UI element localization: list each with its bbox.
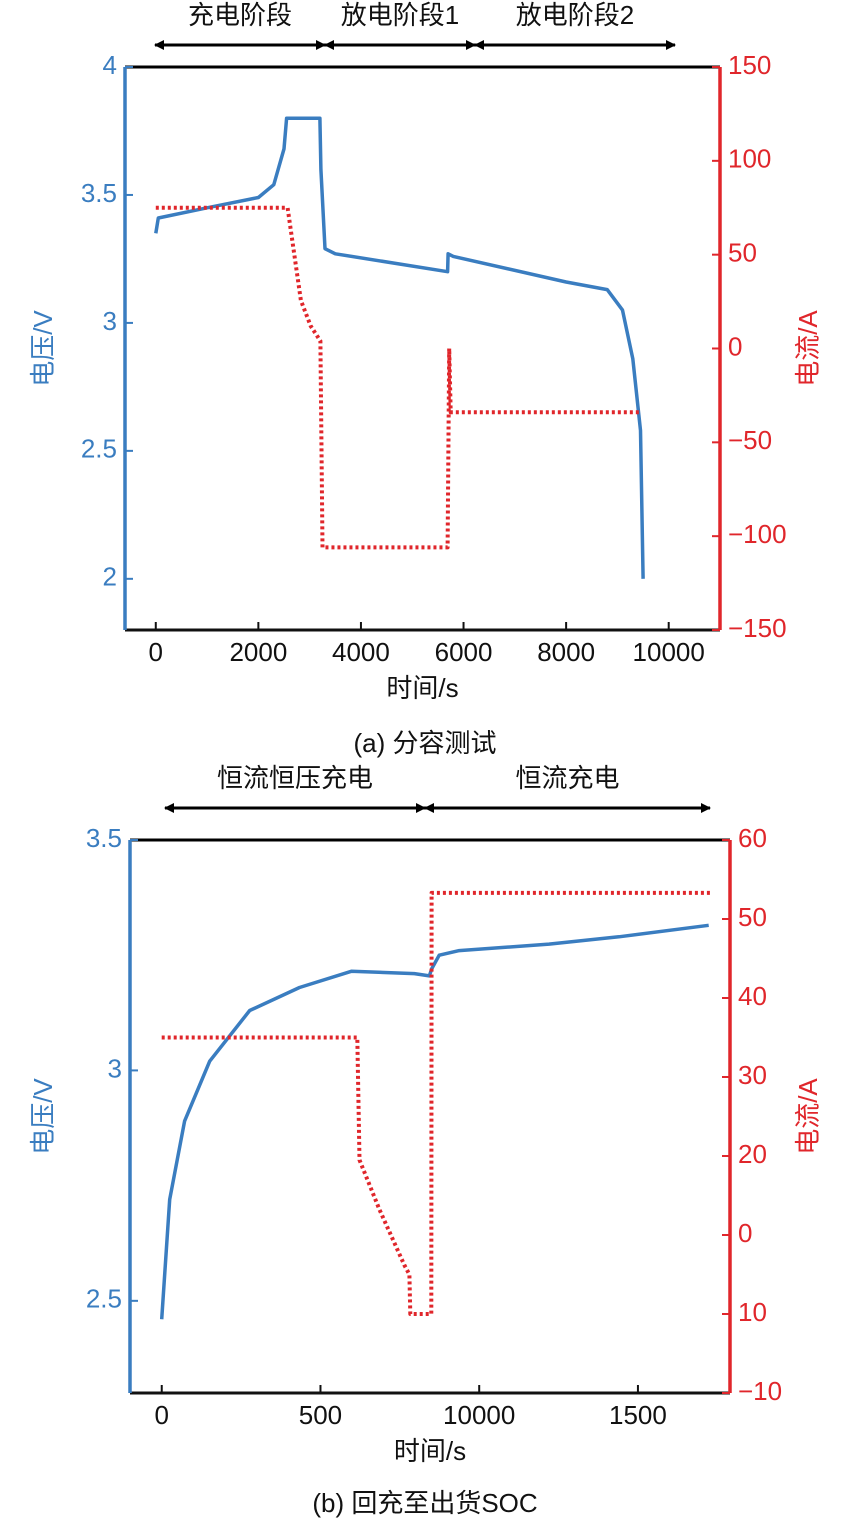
stage-label: 充电阶段 xyxy=(188,0,292,30)
y-tick-label: 3.5 xyxy=(86,823,122,853)
y2-tick-label: 40 xyxy=(738,981,767,1011)
y-tick-label: 3 xyxy=(103,306,117,336)
x-tick-label: 500 xyxy=(299,1400,342,1430)
x-axis-label: 时间/s xyxy=(386,673,458,703)
stage-label: 恒流恒压充电 xyxy=(217,763,373,793)
data-line xyxy=(161,890,711,1316)
x-tick-label: 10000 xyxy=(633,637,705,667)
stage-label: 恒流充电 xyxy=(515,763,619,793)
x-tick-label: 10000 xyxy=(443,1400,515,1430)
data-line xyxy=(155,205,641,550)
y2-tick-label: −10 xyxy=(738,1376,782,1406)
x-tick-label: 0 xyxy=(155,1400,169,1430)
caption: (a) 分容测试 xyxy=(353,728,496,758)
x-tick-label: 0 xyxy=(149,637,163,667)
y2-tick-label: 100 xyxy=(728,144,771,174)
y-tick-label: 3.5 xyxy=(81,178,117,208)
x-axis-label: 时间/s xyxy=(394,1436,466,1466)
y2-tick-label: 0 xyxy=(738,1218,752,1248)
y2-tick-label: 50 xyxy=(728,238,757,268)
y-tick-label: 3 xyxy=(108,1053,122,1083)
y2-tick-label: −100 xyxy=(728,519,787,549)
y2-axis-label: 电流/A xyxy=(793,1078,823,1155)
x-tick-label: 2000 xyxy=(229,637,287,667)
y-tick-label: 4 xyxy=(103,50,117,80)
y2-tick-label: 0 xyxy=(728,331,742,361)
y2-tick-label: −150 xyxy=(728,613,787,643)
stage-label: 放电阶段1 xyxy=(341,0,459,30)
caption: (b) 回充至出货SOC xyxy=(312,1488,537,1518)
y-tick-label: 2.5 xyxy=(81,434,117,464)
y2-tick-label: 20 xyxy=(738,1139,767,1169)
x-tick-label: 6000 xyxy=(435,637,493,667)
y-axis-label: 电压/V xyxy=(28,1078,58,1155)
x-tick-label: 1500 xyxy=(609,1400,667,1430)
x-tick-label: 4000 xyxy=(332,637,390,667)
y2-tick-label: 150 xyxy=(728,50,771,80)
y-tick-label: 2 xyxy=(103,562,117,592)
data-line xyxy=(154,116,645,579)
y2-axis-label: 电流/A xyxy=(793,310,823,387)
y2-tick-label: −50 xyxy=(728,425,772,455)
y-tick-label: 2.5 xyxy=(86,1284,122,1314)
y2-tick-label: 60 xyxy=(738,823,767,853)
stage-label: 放电阶段2 xyxy=(516,0,634,30)
y2-tick-label: 10 xyxy=(738,1297,767,1327)
x-tick-label: 8000 xyxy=(537,637,595,667)
y2-tick-label: 50 xyxy=(738,902,767,932)
y-axis-label: 电压/V xyxy=(28,310,58,387)
y2-tick-label: 30 xyxy=(738,1060,767,1090)
data-line xyxy=(159,923,709,1320)
